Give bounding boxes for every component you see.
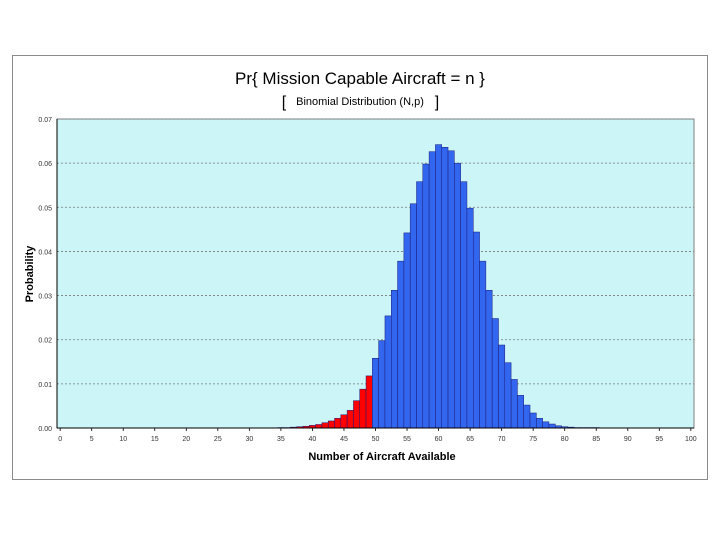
y-tick-label: 0.00: [38, 426, 52, 433]
bar: [460, 181, 468, 429]
bar: [334, 418, 342, 429]
x-tick-label: 50: [372, 436, 380, 443]
bar: [548, 423, 556, 429]
chart-frame: Pr{ Mission Capable Aircraft = n } [ Bin…: [12, 55, 708, 480]
subtitle-close-bracket: ]: [435, 94, 439, 111]
y-tick-label: 0.05: [38, 205, 52, 212]
bar: [321, 422, 329, 429]
y-tick-label: 0.06: [38, 161, 52, 168]
bar: [542, 421, 550, 429]
bar: [504, 362, 512, 429]
bar: [403, 232, 411, 429]
bar: [447, 150, 455, 429]
x-tick-label: 0: [58, 436, 62, 443]
bar: [391, 290, 398, 429]
x-axis-label: Number of Aircraft Available: [308, 451, 455, 463]
y-tick-label: 0.07: [38, 117, 52, 124]
bar: [384, 315, 392, 429]
bar: [517, 395, 524, 429]
y-axis-label: Probability: [24, 245, 36, 303]
x-tick-label: 35: [277, 436, 285, 443]
bar: [435, 144, 442, 429]
subtitle-open-bracket: [: [282, 94, 287, 111]
x-tick-label: 80: [561, 436, 569, 443]
x-tick-label: 40: [309, 436, 317, 443]
bar: [523, 404, 531, 429]
bar: [498, 344, 506, 429]
bar: [346, 410, 354, 429]
bar: [491, 318, 499, 429]
x-tick-label: 10: [119, 436, 127, 443]
x-tick-label: 90: [624, 436, 632, 443]
bar: [466, 207, 474, 429]
x-tick-label: 65: [466, 436, 474, 443]
binomial-chart: Pr{ Mission Capable Aircraft = n } [ Bin…: [24, 69, 697, 463]
x-tick-label: 20: [182, 436, 190, 443]
x-tick-label: 95: [655, 436, 663, 443]
x-tick-label: 60: [435, 436, 443, 443]
bar: [378, 340, 386, 429]
bar: [359, 388, 367, 429]
y-tick-label: 0.02: [38, 338, 52, 345]
bar: [365, 375, 373, 429]
x-tick-label: 85: [592, 436, 600, 443]
x-tick-label: 25: [214, 436, 222, 443]
y-tick-label: 0.03: [38, 294, 52, 301]
chart-title: Pr{ Mission Capable Aircraft = n }: [235, 69, 485, 88]
bar: [428, 151, 436, 429]
y-tick-labels: 0.00 0.01 0.02 0.03 0.04 0.05 0.06 0.07: [38, 117, 52, 433]
bar: [315, 424, 323, 429]
bar: [327, 420, 335, 429]
chart-subtitle: [ Binomial Distribution (N,p) ]: [282, 94, 439, 111]
x-tick-label: 100: [685, 436, 697, 443]
bar: [536, 418, 543, 429]
bar: [454, 162, 461, 429]
x-tick-label: 75: [529, 436, 537, 443]
y-tick-label: 0.04: [38, 249, 52, 256]
bar: [416, 181, 424, 429]
bar: [397, 260, 405, 429]
x-tick-label: 30: [245, 436, 253, 443]
bar: [353, 400, 360, 429]
bar: [473, 231, 480, 429]
x-tick-label: 70: [498, 436, 506, 443]
bar: [529, 412, 537, 429]
subtitle-text: Binomial Distribution (N,p): [296, 96, 424, 108]
bar: [340, 414, 348, 429]
x-tick-label: 15: [151, 436, 159, 443]
bar: [372, 358, 379, 429]
x-tick-labels: 0 5 10 15 20 25 30 35 40 45 50 55 60 65 70 75 80 85 90 95 10…: [58, 428, 697, 443]
bar: [510, 379, 518, 429]
x-tick-label: 45: [340, 436, 348, 443]
bar: [422, 163, 430, 429]
bar: [479, 260, 487, 429]
x-tick-label: 5: [90, 436, 94, 443]
bar: [441, 147, 449, 429]
x-tick-label: 55: [403, 436, 411, 443]
bars: [277, 144, 600, 429]
y-tick-label: 0.01: [38, 382, 52, 389]
bar: [409, 203, 417, 429]
bar: [485, 290, 493, 429]
